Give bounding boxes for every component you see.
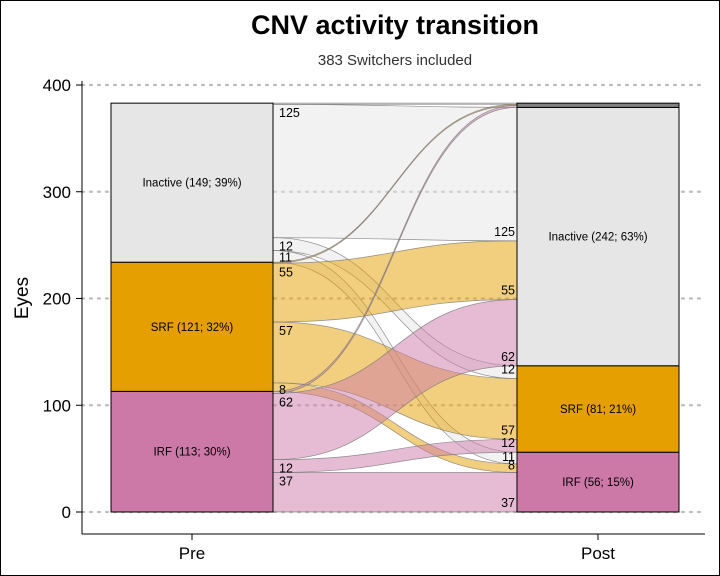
flow-label-right: 8 (508, 459, 515, 473)
flow-label-left: 55 (279, 265, 293, 279)
flow-label-right: 12 (501, 363, 515, 377)
flow-label-left: 12 (279, 462, 293, 476)
y-tick-label: 400 (43, 76, 71, 95)
x-category-label: Post (581, 544, 615, 563)
stratum-inactive (110, 102, 274, 263)
x-category-label: Pre (179, 544, 205, 563)
flow-label-right: 37 (501, 496, 515, 510)
chart-subtitle: 383 Switchers included (318, 52, 472, 69)
stratum-label: IRF (56; 15%) (562, 477, 634, 489)
stratum-srf (110, 261, 274, 392)
stratum-inactive (516, 106, 680, 367)
stratum-irf (516, 451, 680, 513)
chart-title: CNV activity transition (251, 10, 539, 40)
flow-label-left: 62 (279, 396, 293, 410)
flow-label-right: 62 (501, 350, 515, 364)
y-tick-label: 0 (62, 503, 71, 522)
flow-label-left: 37 (279, 475, 293, 489)
flow-label-left: 8 (279, 383, 286, 397)
flow-label-left: 57 (279, 324, 293, 338)
flow-layer (272, 102, 518, 513)
flow-irf-to-irf (272, 472, 518, 513)
flow-label-right: 125 (494, 225, 515, 239)
stratum-label: IRF (113; 30%) (153, 447, 230, 459)
flow-label-right: 57 (501, 423, 515, 437)
y-tick-label: 200 (43, 290, 71, 309)
flow-label-right: 12 (501, 436, 515, 450)
stratum-label: SRF (81; 21%) (560, 404, 636, 416)
y-axis-title: Eyes (12, 277, 33, 319)
stratum-irf (110, 390, 274, 513)
stratum-label: SRF (121; 32%) (151, 322, 234, 334)
flow-label-left: 11 (279, 250, 292, 264)
flow-inactive-to-inactive (272, 103, 518, 242)
stratum-srf (516, 365, 680, 453)
axis-layer: 0 100 200 300 400 Pre Post (43, 76, 705, 563)
flow-label-right: 55 (501, 284, 515, 298)
y-tick-label: 300 (43, 183, 71, 202)
flow-label-left: 125 (279, 106, 300, 120)
stratum-label: Inactive (149; 39%) (142, 178, 241, 190)
flow-label-right: 11 (502, 450, 515, 464)
y-tick-label: 100 (43, 396, 71, 415)
stratum-unlabeled (516, 102, 680, 108)
stratum-layer: IRF (113; 30%) SRF (121; 32%) Inactive (14… (110, 102, 680, 513)
flow-label-left: 12 (279, 240, 293, 254)
stratum-label: Inactive (242; 63%) (548, 232, 647, 244)
